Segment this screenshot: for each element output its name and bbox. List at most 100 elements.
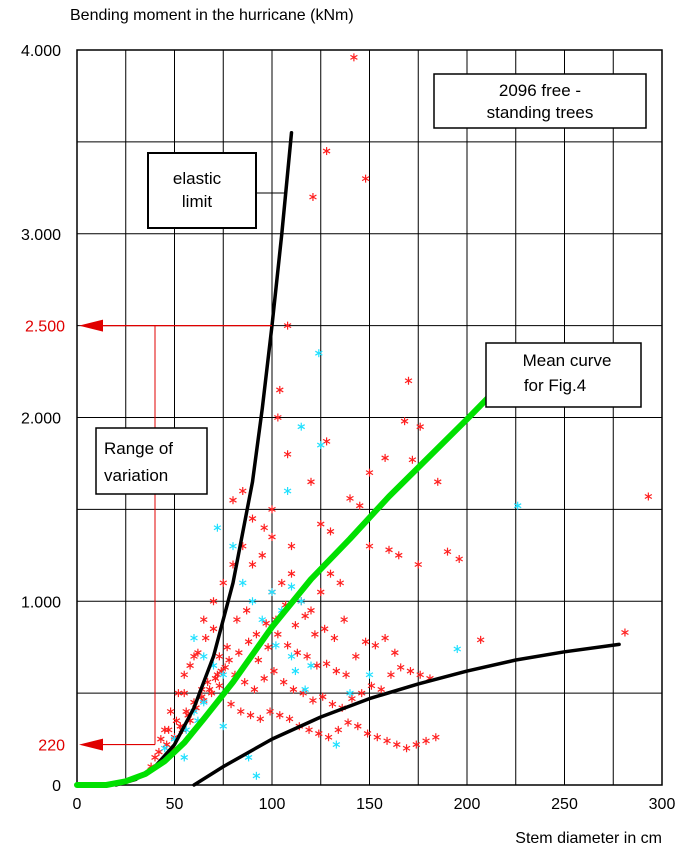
data-point-stroke [340,617,348,623]
data-point-stroke [387,672,395,678]
data-point-stroke [240,679,249,685]
data-point [215,681,224,690]
data-point [256,714,265,723]
data-point-stroke [176,723,185,729]
data-point-stroke [443,549,452,555]
data-point-stroke [252,773,261,779]
data-point-stroke [316,521,325,527]
data-point-stroke [207,690,216,696]
data-point [307,661,315,670]
data-point-stroke [180,754,189,760]
data-point [268,588,276,597]
data-point-stroke [215,683,224,689]
data-point-stroke [268,506,276,512]
data-point [340,615,348,624]
data-point-stroke [307,479,315,485]
y-tick-label: 4.000 [21,43,61,60]
data-point [455,554,463,563]
data-point-stroke [213,525,222,531]
data-point-stroke [361,176,370,182]
data-point-stroke [209,626,218,632]
y-tick-label: 1.000 [21,594,61,611]
data-point [283,321,292,330]
data-point-stroke [237,708,245,715]
data-point-stroke [246,712,255,718]
data-point [433,477,442,486]
data-point [258,615,267,624]
data-point-stroke [621,629,629,636]
annotation-elastic-limit-box [147,152,257,229]
data-point [326,527,335,536]
data-point [235,648,243,657]
data-point-stroke [346,495,354,501]
data-point [357,689,366,698]
y-axis-title: Bending moment in the hurricane (kNm) [70,7,354,24]
data-point-stroke [272,642,280,648]
series-line [74,392,494,788]
data-point [276,385,284,394]
data-point [406,667,415,676]
data-point-stroke [190,635,198,641]
data-point [316,441,325,450]
data-point-stroke [260,675,268,681]
data-point-stroke [262,620,270,626]
data-point [332,740,341,749]
data-point [350,53,358,62]
data-point [237,707,245,716]
data-point [365,670,374,679]
data-point-stroke [432,734,440,740]
data-point-stroke [225,657,233,663]
data-point [361,637,370,646]
data-point [157,735,165,744]
data-point-stroke [293,650,302,656]
data-point [277,578,286,587]
data-point [283,450,292,459]
data-point [291,621,300,630]
data-point-stroke [316,442,325,448]
data-point-stroke [277,580,286,586]
data-point-stroke [215,653,224,659]
data-point [180,753,189,762]
data-point-stroke [155,749,163,755]
data-point-stroke [315,350,323,356]
data-point-stroke [283,451,292,457]
annotation-elastic-limit: elastic limit [147,152,284,229]
data-point-stroke [381,455,389,461]
data-point [180,670,189,679]
data-point [391,648,399,657]
data-point [199,698,208,707]
data-point-stroke [346,690,354,696]
data-point-stroke [254,657,263,663]
data-point [316,520,325,529]
data-point-stroke [332,742,341,748]
data-point-stroke [357,690,366,696]
data-point-stroke [283,642,292,648]
data-point-stroke [260,525,268,531]
annotation-range-box [95,427,208,495]
data-point [229,542,237,551]
data-point [244,753,253,762]
data-point-stroke [402,745,411,751]
data-point [199,652,208,661]
data-point [219,670,228,679]
data-point [225,656,233,665]
series-line [192,642,621,787]
data-point [318,692,327,701]
data-point-stroke [174,690,183,696]
data-point-stroke [320,626,329,632]
data-point-stroke [326,528,335,534]
data-point-stroke [416,424,424,430]
data-point-stroke [367,683,376,689]
data-point [160,744,169,753]
data-point [258,551,267,560]
data-point [396,663,405,672]
data-point [227,700,235,709]
data-point-stroke [151,754,159,760]
data-point-stroke [248,598,257,604]
data-point [238,578,247,587]
data-point [151,753,159,762]
data-point [301,685,309,694]
data-point-stroke [383,738,391,744]
data-point-stroke [217,668,226,674]
